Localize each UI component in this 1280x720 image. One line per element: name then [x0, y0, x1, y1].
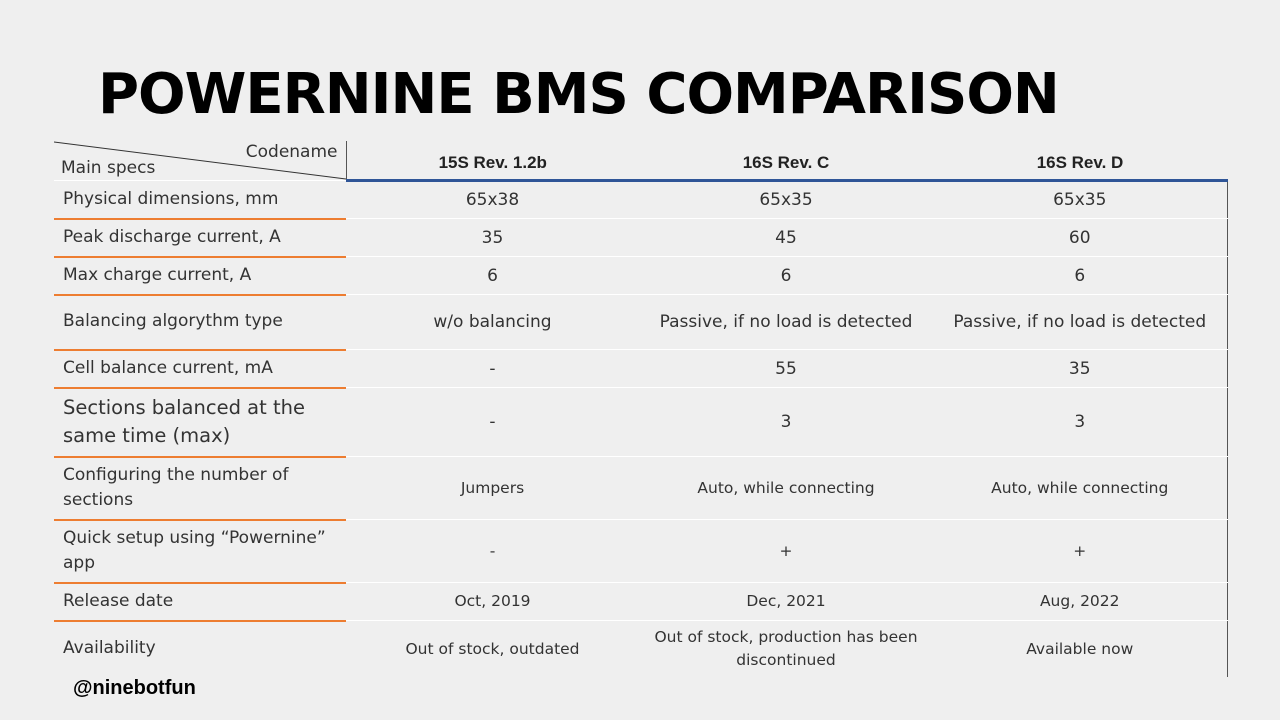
spec-value: 60: [933, 218, 1228, 257]
spec-value: 55: [639, 349, 933, 388]
column-header: 15S Rev. 1.2b: [346, 141, 639, 182]
table-header-row: Codename Main specs 15S Rev. 1.2b 16S Re…: [54, 141, 1227, 182]
table-row: Cell balance current, mA - 55 35: [54, 349, 1228, 389]
spec-value: Auto, while connecting: [639, 456, 933, 520]
spec-value: 6: [933, 256, 1228, 295]
spec-value: 65x35: [639, 180, 933, 219]
spec-label: Configuring the number of sections: [54, 456, 346, 521]
spec-value: Dec, 2021: [639, 582, 933, 621]
table-row: Sections balanced at the same time (max)…: [54, 387, 1228, 458]
table-row: Balancing algorythm type w/o balancing P…: [54, 294, 1228, 351]
table-row: Physical dimensions, mm 65x38 65x35 65x3…: [54, 180, 1228, 220]
header-corner-cell: Codename Main specs: [54, 141, 347, 181]
column-header: 16S Rev. C: [639, 141, 933, 182]
spec-label: Release date: [54, 582, 346, 622]
spec-value: -: [346, 349, 639, 388]
corner-diagonal-line: [54, 141, 346, 180]
spec-value: Oct, 2019: [346, 582, 639, 621]
spec-value: 6: [346, 256, 639, 295]
spec-value: w/o balancing: [346, 294, 639, 350]
spec-value: 45: [639, 218, 933, 257]
spec-label: Max charge current, A: [54, 256, 346, 296]
corner-codename-label: Codename: [245, 142, 338, 162]
spec-value: 3: [933, 387, 1228, 457]
spec-value: 35: [933, 349, 1228, 388]
table-row: Release date Oct, 2019 Dec, 2021 Aug, 20…: [54, 582, 1228, 622]
bms-comparison-table: Codename Main specs 15S Rev. 1.2b 16S Re…: [54, 141, 1228, 677]
spec-label: Balancing algorythm type: [54, 294, 346, 351]
slide-title: POWERNINE BMS COMPARISON: [98, 62, 1060, 127]
spec-value: Aug, 2022: [933, 582, 1228, 621]
column-header: 16S Rev. D: [933, 141, 1227, 182]
table-row: Quick setup using “Powernine” app - + +: [54, 519, 1228, 584]
spec-value: 6: [639, 256, 933, 295]
spec-label: Availability: [63, 638, 156, 659]
spec-label: Physical dimensions, mm: [54, 180, 346, 220]
spec-value: 65x35: [933, 180, 1228, 219]
table-row: Configuring the number of sections Jumpe…: [54, 456, 1228, 521]
spec-value: 65x38: [346, 180, 639, 219]
spec-label: Peak discharge current, A: [54, 218, 346, 258]
corner-main-specs-label: Main specs: [61, 158, 156, 178]
spec-value: Jumpers: [346, 456, 639, 520]
spec-value: -: [346, 519, 639, 583]
spec-value: Out of stock, outdated: [405, 639, 580, 658]
spec-value: 3: [639, 387, 933, 457]
spec-value: 35: [346, 218, 639, 257]
spec-value: +: [933, 519, 1228, 583]
spec-value: Passive, if no load is detected: [933, 294, 1228, 350]
spec-label: Cell balance current, mA: [54, 349, 346, 389]
author-handle: @ninebotfun: [73, 677, 196, 699]
spec-value: Available now: [933, 620, 1228, 677]
spec-value: Auto, while connecting: [933, 456, 1228, 520]
spec-label: Sections balanced at the same time (max): [54, 387, 346, 458]
spec-label: Quick setup using “Powernine” app: [54, 519, 346, 584]
spec-value: +: [639, 519, 933, 583]
spec-value: Out of stock, production has been discon…: [654, 628, 918, 669]
table-row: Max charge current, A 6 6 6: [54, 256, 1228, 296]
spec-value: -: [346, 387, 639, 457]
table-row: Peak discharge current, A 35 45 60: [54, 218, 1228, 258]
table-row: Availability Out of stock, outdated Out …: [54, 620, 1228, 677]
spec-value: Passive, if no load is detected: [639, 294, 933, 350]
